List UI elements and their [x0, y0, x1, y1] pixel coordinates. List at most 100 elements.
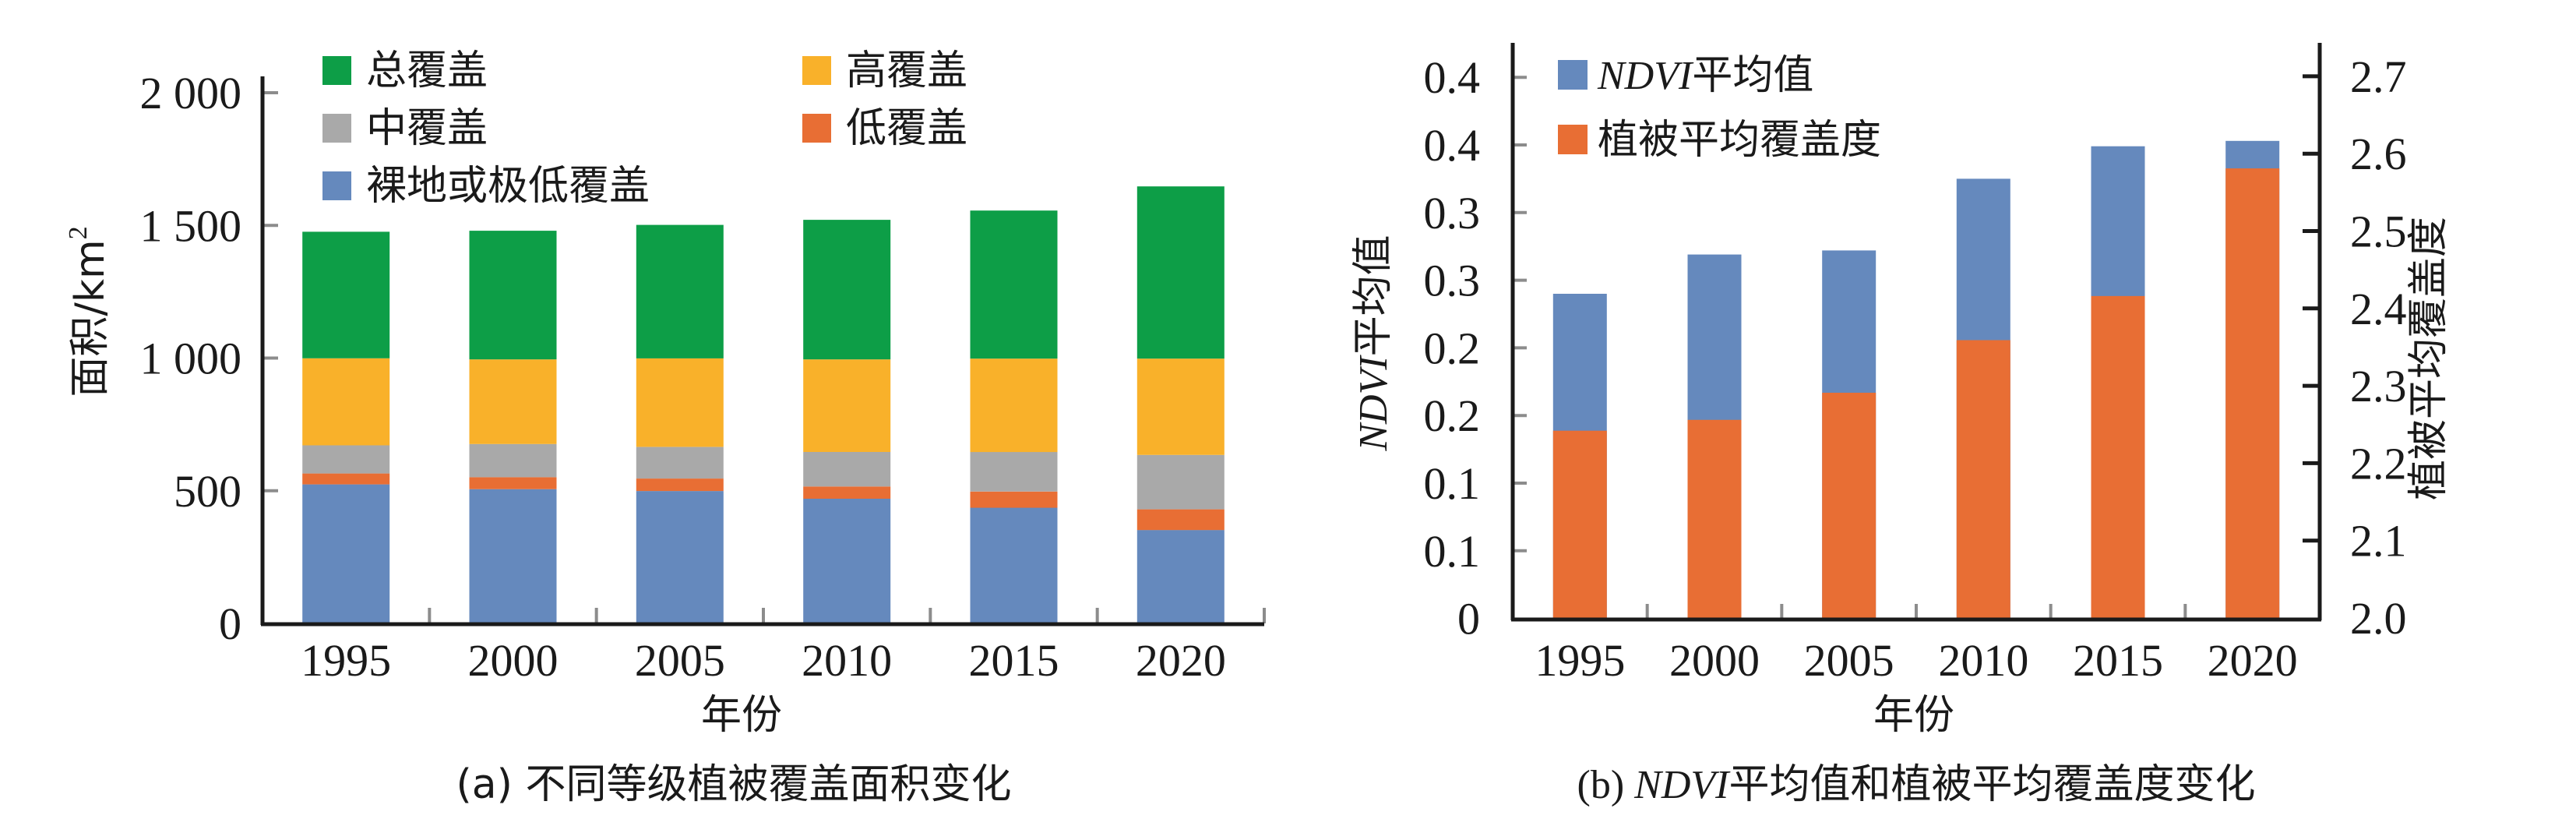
- panel-a-y-axis-title-sup: 2: [64, 226, 93, 239]
- left-y-tick-label: 0.4: [1424, 52, 1481, 103]
- legend-swatch: [802, 114, 831, 143]
- bar-segment-1995-1: [302, 473, 390, 485]
- legend-label: 中覆盖: [366, 105, 488, 152]
- panel-b-right-y-axis-title: 植被平均覆盖度: [2405, 217, 2452, 500]
- legend-label: 低覆盖: [846, 105, 967, 152]
- left-y-tick-label: 0.2: [1424, 323, 1481, 373]
- panel-a-caption: (a) 不同等级植被覆盖面积变化: [456, 761, 1012, 808]
- bar-segment-2005-3: [636, 358, 724, 447]
- bar-segment-2000-2: [469, 443, 557, 478]
- bar-segment-2000-4: [469, 231, 557, 360]
- panel-b-caption: (b) NDVI平均值和植被平均覆盖度变化: [1577, 761, 2256, 808]
- bar-segment-2000-0: [469, 489, 557, 623]
- x-tick-label: 2015: [969, 635, 1059, 686]
- right-y-tick-label: 2.3: [2350, 361, 2407, 411]
- bar-segment-1995-3: [302, 358, 390, 446]
- y-tick-label: 1 000: [140, 334, 242, 384]
- legend-swatch: [322, 56, 351, 85]
- y-tick-label: 1 500: [140, 200, 242, 251]
- coverage-bar-2020: [2225, 168, 2280, 619]
- panel-a-bars: [302, 186, 1225, 623]
- legend-swatch: [802, 56, 831, 85]
- panel-b-left-y-axis-title-italic: NDVI: [1351, 355, 1396, 452]
- legend-label-rest: 平均值: [1692, 52, 1813, 99]
- legend-item: 裸地或极低覆盖: [322, 163, 650, 210]
- panel-b-caption-prefix: (b): [1577, 763, 1635, 807]
- right-y-tick-label: 2.5: [2350, 206, 2407, 257]
- bar-segment-1995-0: [302, 484, 390, 623]
- svg-text:NDVI平均值: NDVI平均值: [1350, 235, 1397, 451]
- coverage-bar-2015: [2091, 295, 2145, 619]
- bar-segment-2000-3: [469, 359, 557, 444]
- bar-segment-2015-4: [970, 210, 1058, 359]
- x-tick-label: 1995: [301, 635, 391, 686]
- right-y-tick-label: 2.4: [2350, 284, 2407, 334]
- bar-segment-1995-2: [302, 445, 390, 474]
- legend-label: 裸地或极低覆盖: [366, 163, 650, 210]
- legend-swatch: [322, 114, 351, 143]
- x-tick-label: 2020: [1136, 635, 1226, 686]
- legend-label: 高覆盖: [846, 48, 967, 94]
- bar-segment-2015-0: [970, 507, 1058, 623]
- legend-swatch: [1558, 125, 1588, 154]
- x-tick-label: 2000: [1669, 635, 1760, 686]
- bar-segment-2020-1: [1136, 509, 1225, 531]
- panel-b-right-y-axis-ticks: 2.0 2.1 2.2 2.3 2.4 2.5 2.6 2.7: [2303, 51, 2407, 644]
- bar-segment-1995-4: [302, 231, 390, 358]
- bar-segment-2010-2: [803, 452, 891, 487]
- y-tick-label: 500: [174, 466, 241, 517]
- right-y-tick-label: 2.0: [2350, 593, 2407, 644]
- legend-item: 低覆盖: [802, 105, 967, 152]
- panel-a-x-axis-ticks: 1995 2000 2005 2010 2015 2020: [301, 608, 1266, 686]
- svg-text:面积/km2: 面积/km2: [64, 226, 114, 397]
- panel-b-caption-rest: 平均值和植被平均覆盖度变化: [1728, 761, 2255, 808]
- x-tick-label: 2010: [1938, 635, 2028, 686]
- panel-a-x-axis-title: 年份: [701, 692, 782, 739]
- x-tick-label: 2005: [635, 635, 725, 686]
- left-y-tick-label: 0.2: [1424, 390, 1481, 441]
- bar-segment-2020-3: [1136, 358, 1225, 455]
- coverage-bar-2000: [1687, 419, 1742, 619]
- right-y-tick-label: 2.7: [2350, 51, 2407, 102]
- panel-a-area-chart: 0 500 1 000 1 500 2 000 1995 2000 2005 2010 2015…: [64, 48, 1266, 808]
- bar-segment-2005-0: [636, 491, 724, 623]
- y-tick-label: 0: [219, 598, 241, 649]
- panel-b-x-axis-ticks: 1995 2000 2005 2010 2015 2020: [1535, 604, 2298, 686]
- legend-label-italic: NDVI: [1597, 54, 1694, 98]
- bar-segment-2005-1: [636, 478, 724, 492]
- left-y-tick-label: 0.4: [1424, 120, 1481, 171]
- x-tick-label: 1995: [1535, 635, 1625, 686]
- left-y-tick-label: 0.3: [1424, 256, 1481, 306]
- coverage-bar-2010: [1956, 340, 2010, 619]
- legend-item-ndvi: NDVI平均值: [1558, 52, 1813, 99]
- bar-segment-2005-2: [636, 447, 724, 479]
- left-y-tick-label: 0.3: [1424, 188, 1481, 238]
- bar-segment-2015-1: [970, 491, 1058, 508]
- panel-b-right-y-axis-title-text: 植被平均覆盖度: [2405, 217, 2452, 500]
- bar-segment-2000-1: [469, 477, 557, 489]
- x-tick-label: 2020: [2208, 635, 2298, 686]
- bar-segment-2015-3: [970, 358, 1058, 453]
- bar-segment-2010-0: [803, 499, 891, 623]
- left-y-tick-label: 0: [1457, 594, 1480, 644]
- bar-segment-2020-2: [1136, 454, 1225, 510]
- legend-item: 中覆盖: [322, 105, 488, 152]
- panel-b-left-y-axis-title-text: 平均值: [1350, 235, 1397, 356]
- legend-item: 高覆盖: [802, 48, 967, 94]
- x-tick-label: 2010: [802, 635, 892, 686]
- panel-b-bars: [1552, 140, 2280, 619]
- legend-label: NDVI平均值: [1597, 52, 1813, 99]
- coverage-bar-2005: [1822, 393, 1876, 619]
- legend-label: 植被平均覆盖度: [1598, 117, 1881, 164]
- right-y-tick-label: 2.6: [2350, 129, 2407, 179]
- right-y-tick-label: 2.1: [2350, 516, 2407, 567]
- bar-segment-2005-4: [636, 224, 724, 358]
- panel-a-y-axis-ticks: 0 500 1 000 1 500 2 000: [140, 68, 278, 649]
- panel-b-left-y-axis-title: NDVI平均值: [1350, 235, 1397, 451]
- panel-a-y-axis-title-text: 面积/km: [67, 239, 114, 397]
- bar-segment-2015-2: [970, 452, 1058, 492]
- bar-segment-2020-0: [1136, 530, 1225, 623]
